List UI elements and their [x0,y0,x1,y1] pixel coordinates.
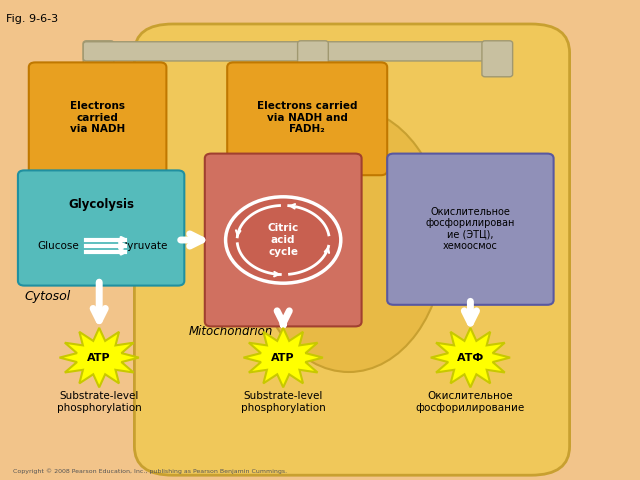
Ellipse shape [253,108,445,372]
FancyBboxPatch shape [205,154,362,326]
Polygon shape [244,328,323,387]
FancyBboxPatch shape [83,41,114,77]
FancyBboxPatch shape [482,41,513,77]
FancyBboxPatch shape [227,62,387,175]
Text: Electrons carried
via NADH and
FADH₂: Electrons carried via NADH and FADH₂ [257,101,358,134]
Text: Pyruvate: Pyruvate [122,241,168,251]
Text: Окислительное
фосфорилирование: Окислительное фосфорилирование [416,391,525,413]
Text: Cytosol: Cytosol [24,290,70,303]
Text: Mitochondrion: Mitochondrion [189,325,273,338]
Text: Substrate-level
phosphorylation: Substrate-level phosphorylation [57,391,141,413]
FancyBboxPatch shape [298,41,328,77]
FancyBboxPatch shape [387,154,554,305]
FancyBboxPatch shape [29,62,166,175]
Polygon shape [60,328,139,387]
Text: Citric
acid
cycle: Citric acid cycle [268,223,299,257]
Text: Glucose: Glucose [37,241,79,251]
FancyBboxPatch shape [134,24,570,475]
Circle shape [226,197,340,283]
Text: Fig. 9-6-3: Fig. 9-6-3 [6,14,58,24]
Text: Окислительное
фосфорилирован
ие (ЭТЦ),
хемоосмос: Окислительное фосфорилирован ие (ЭТЦ), х… [426,206,515,252]
Text: Glycolysis: Glycolysis [68,198,134,211]
Text: АТФ: АТФ [457,353,484,362]
Text: Electrons
carried
via NADH: Electrons carried via NADH [70,101,125,134]
FancyBboxPatch shape [18,170,184,286]
Text: Substrate-level
phosphorylation: Substrate-level phosphorylation [241,391,326,413]
Text: ATP: ATP [88,353,111,362]
Text: Copyright © 2008 Pearson Education, Inc., publishing as Pearson Benjamin Cumming: Copyright © 2008 Pearson Education, Inc.… [13,468,287,474]
FancyBboxPatch shape [83,42,512,61]
Text: ATP: ATP [271,353,295,362]
Polygon shape [431,328,510,387]
